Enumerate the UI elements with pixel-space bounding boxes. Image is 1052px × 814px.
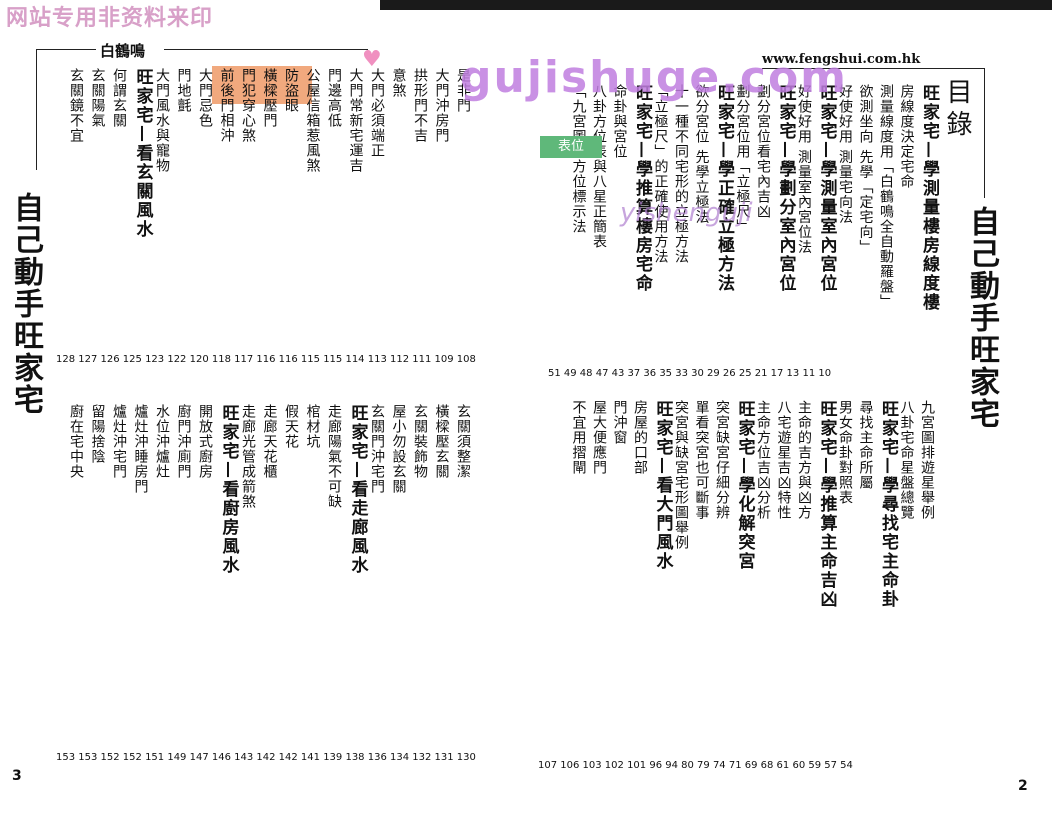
toc-entry: 房線度決定宅命 [898,84,915,189]
toc-entry: 命卦與宮位 [611,84,628,159]
toc-entry: 好使好用 測量室內宮位法 [796,84,812,255]
left-margin-rule [36,50,37,170]
toc-entry: 旺家宅—學測量室內宮位 [816,84,837,293]
toc-entry: 旺家宅—學推算主命吉凶 [816,400,837,609]
url-rule [762,68,984,69]
toc-entry: 大門沖房門 [433,68,450,143]
toc-entry: 留陽捨陰 [89,404,106,464]
toc-entry: 八宅遊星吉凶特性 [775,400,792,520]
toc-entry: 尋找主命所屬 [857,400,874,490]
toc-entry: 九宮圖排遊星舉例 [919,400,935,520]
toc-entry: 大門常新宅運吉 [347,68,364,173]
toc-entry: 玄關裝飾物 [412,404,428,479]
top-bar [0,0,1052,24]
watermark-site: gujishuge.com [460,52,849,103]
toc-entry: 突宮缺宮仔細分辨 [714,400,730,520]
toc-entry: 旺家宅—看玄關風水 [132,68,153,239]
toc-entry: 測量線度用「白鶴鳴全自動羅盤」 [878,84,894,309]
toc-entry: 門地氈 [175,68,192,113]
toc-entry: 旺家宅—看走廊風水 [347,404,368,575]
toc-entry: 棺材坑 [304,404,321,449]
heart-watermark-icon: ♥ [362,47,382,72]
toc-entry: 爐灶沖宅門 [111,404,127,479]
page-number-left: 3 [12,768,22,784]
watermark-site-secondary: yishenguji [620,198,753,228]
toc-entry: 玄關須整潔 [455,404,471,479]
toc-entry: 門犯穿心煞 [240,68,256,143]
page-list-right-top: 51 49 48 47 43 37 36 35 33 30 29 26 25 2… [548,368,832,379]
toc-entry: 公屋信箱惹風煞 [304,68,321,173]
toc-heading: 目錄 [942,78,972,142]
toc-entry: 旺家宅—看廚房風水 [218,404,239,575]
toc-entry: 玄關陽氣 [89,68,106,128]
toc-entry: 房屋的口部 [632,400,648,475]
page-number-right: 2 [1018,778,1028,794]
toc-entry: 爐灶沖睡房門 [132,404,149,494]
page-list-right-bottom: 107 106 103 102 101 96 94 80 79 74 71 69… [538,760,853,771]
toc-entry: 廚門沖廁門 [175,404,192,479]
top-dark-strip [380,0,1052,10]
toc-entry: 走廊光管成箭煞 [240,404,256,509]
toc-entry: 男女命卦對照表 [837,400,853,505]
toc-entry: 屋大便應門 [591,400,607,475]
toc-entry: 好使好用 測量宅向法 [837,84,853,225]
page-list-left-bottom: 153 153 152 152 151 149 147 146 143 142 … [56,752,476,763]
toc-entry: 旺家宅—學劃分室內宮位 [775,84,796,293]
toc-entry: 大門必須端正 [369,68,385,158]
highlight-block [212,66,312,104]
toc-entry: 大門忌色 [197,68,213,128]
page-list-left-top: 128 127 126 125 123 122 120 118 117 116 … [56,354,476,365]
toc-entry: 門邊高低 [326,68,342,128]
toc-entry: 走廊天花櫃 [261,404,278,479]
toc-entry: 旺家宅—學測量樓房線度樓 [919,84,939,312]
book-title-left: 自己動手旺家宅 [8,192,43,416]
toc-entry: 水位沖爐灶 [154,404,170,479]
toc-entry: 欲測坐向 先學「定宅向」 [857,84,874,255]
toc-entry: 劃分宮位用「立極尺」 [734,84,751,234]
header-rule-left [36,49,96,50]
toc-entry: 八卦方位表與八星正簡表 [591,84,607,249]
toc-entry: 玄關門沖宅門 [369,404,385,494]
toc-entry: 橫樑壓玄關 [433,404,450,479]
toc-entry: 廚在宅中央 [68,404,84,479]
book-title-right: 自己動手旺家宅 [964,206,999,430]
header-url: www.fengshui.com.hk [762,52,921,67]
toc-entry: 十一種不同宅形的立極方法 [673,84,689,264]
toc-entry: 「立極尺」的正確使用方法 [652,84,669,264]
right-margin-rule [984,68,985,198]
toc-entry: 防盜眼 [283,68,299,113]
toc-entry: 旺家宅—學尋找宅主命卦 [878,400,898,609]
toc-entry: 屋小勿設玄關 [390,404,407,494]
toc-entry: 旺家宅—學化解突宮 [734,400,755,571]
toc-entry: 單看突宮也可斷事 [693,400,710,520]
toc-entry: 主命方位吉凶分析 [755,400,771,520]
toc-entry: 「九宮圖」方位標示法 [570,84,587,234]
toc-entry: 何謂玄關 [111,68,127,128]
toc-entry: 主命的吉方與凶方 [796,400,812,520]
toc-entry: 旺家宅—學推算樓房宅命 [632,84,652,293]
toc-entry: 假天花 [283,404,299,449]
watermark-top-left: 网站专用非资料来印 [6,6,214,31]
toc-entry: 八卦宅命星盤總覽 [898,400,915,520]
brand-label: 白鶴鳴 [100,42,146,60]
toc-entry: 突宮與缺宮宅形圖舉例 [673,400,689,550]
toc-entry: 不宜用摺閘 [570,400,587,475]
toc-entry: 旺家宅—學正確立極方法 [714,84,734,293]
toc-entry: 橫樑壓門 [261,68,278,128]
toc-entry: 走廊陽氣不可缺 [326,404,342,509]
toc-entry: 前後門相沖 [218,68,235,143]
header-rule-right [164,49,368,50]
toc-entry: 大門風水與寵物 [154,68,170,173]
toc-entry: 是非門 [455,68,471,113]
watermark-green-tag: 表位 [540,136,602,158]
toc-entry: 拱形門不吉 [412,68,428,143]
toc-entry: 劃分宮位看宅內吉凶 [755,84,771,219]
toc-entry: 旺家宅—看大門風水 [652,400,673,571]
toc-entry: 開放式廚房 [197,404,213,479]
toc-entry: 欲分宮位 先學立極法 [693,84,710,225]
toc-entry: 門沖窗 [611,400,628,445]
toc-entry: 玄關鏡不宜 [68,68,84,143]
toc-entry: 意煞 [390,68,407,98]
